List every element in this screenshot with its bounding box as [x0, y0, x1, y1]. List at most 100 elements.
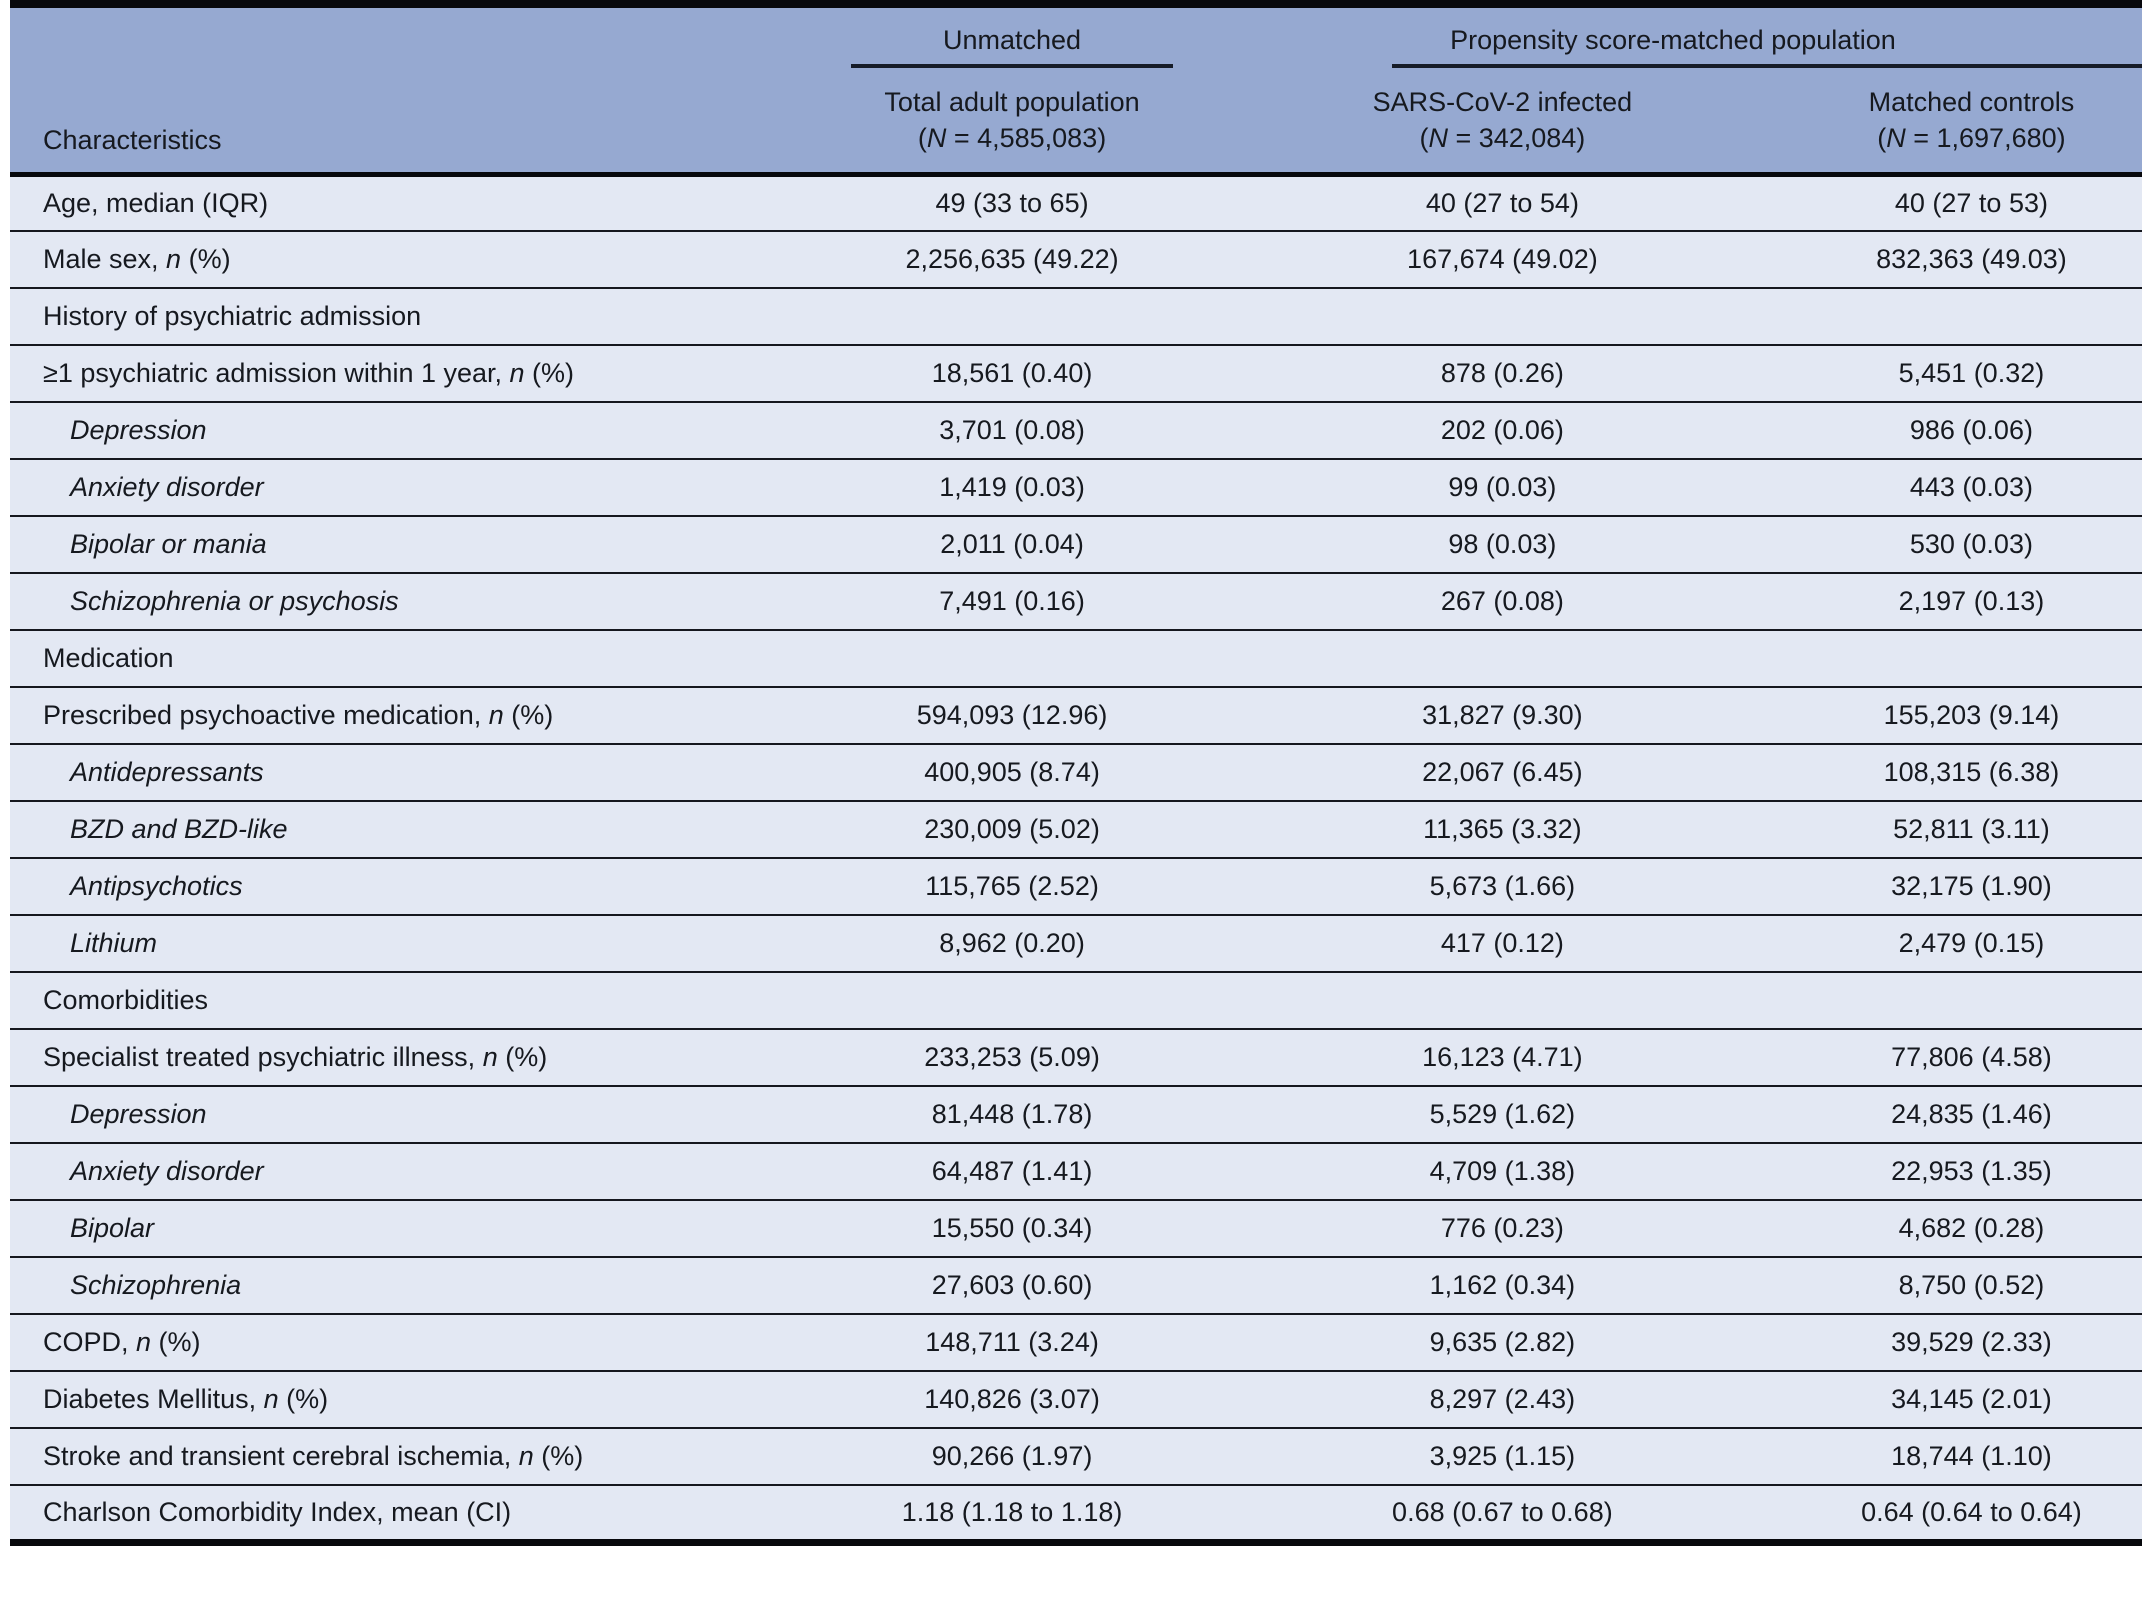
row-label: Prescribed psychoactive medication, n (%…	[10, 686, 821, 744]
spanner-unmatched: Unmatched	[820, 4, 1204, 68]
cell-value: 40 (27 to 54)	[1203, 173, 1801, 231]
cell-value: 90,266 (1.97)	[820, 1427, 1204, 1485]
cell-value: 776 (0.23)	[1203, 1199, 1801, 1257]
table-row: Anxiety disorder 1,419 (0.03) 99 (0.03) 443…	[10, 458, 2142, 516]
cell-value: 2,011 (0.04)	[820, 515, 1204, 573]
cell-value: 77,806 (4.58)	[1800, 1028, 2142, 1086]
row-label: Anxiety disorder	[10, 1142, 821, 1200]
cell-value: 2,479 (0.15)	[1800, 914, 2142, 972]
row-label: Antidepressants	[10, 743, 821, 801]
row-label: ≥1 psychiatric admission within 1 year, …	[10, 344, 821, 402]
section-label: Medication	[10, 629, 821, 687]
row-label: Bipolar or mania	[10, 515, 821, 573]
row-label: Age, median (IQR)	[10, 173, 821, 231]
column-title: Matched controls	[1868, 86, 2075, 117]
column-title: SARS-CoV-2 infected	[1372, 86, 1633, 117]
table-row: Charlson Comorbidity Index, mean (CI) 1.1…	[10, 1484, 2142, 1542]
section-label: Comorbidities	[10, 971, 821, 1029]
cell-value: 5,673 (1.66)	[1203, 857, 1801, 915]
cell-value: 0.64 (0.64 to 0.64)	[1800, 1484, 2142, 1542]
column-n-count: (N = 1,697,680)	[1877, 122, 2066, 153]
cell-value: 27,603 (0.60)	[820, 1256, 1204, 1314]
section-row: History of psychiatric admission	[10, 287, 2142, 345]
cell-value: 594,093 (12.96)	[820, 686, 1204, 744]
cell-value: 40 (27 to 53)	[1800, 173, 2142, 231]
cell-value	[1203, 629, 1801, 687]
cell-value: 31,827 (9.30)	[1203, 686, 1801, 744]
column-header-row: Characteristics Total adult population (…	[10, 68, 2142, 177]
table-row: Depression 81,448 (1.78) 5,529 (1.62) 24,83…	[10, 1085, 2142, 1143]
row-label: Anxiety disorder	[10, 458, 821, 516]
cell-value: 98 (0.03)	[1203, 515, 1801, 573]
cell-value: 108,315 (6.38)	[1800, 743, 2142, 801]
cell-value: 16,123 (4.71)	[1203, 1028, 1801, 1086]
cell-value: 878 (0.26)	[1203, 344, 1801, 402]
spanner-propensity-underline	[1391, 64, 2142, 68]
cell-value	[820, 971, 1204, 1029]
cell-value: 1,162 (0.34)	[1203, 1256, 1801, 1314]
row-label: Stroke and transient cerebral ischemia, …	[10, 1427, 821, 1485]
column-n-count: (N = 4,585,083)	[917, 122, 1107, 153]
cell-value	[1800, 629, 2142, 687]
cell-value: 233,253 (5.09)	[820, 1028, 1204, 1086]
cell-value: 140,826 (3.07)	[820, 1370, 1204, 1428]
table-row: Depression 3,701 (0.08) 202 (0.06) 986 (0.0…	[10, 401, 2142, 459]
cell-value: 15,550 (0.34)	[820, 1199, 1204, 1257]
table-body: Age, median (IQR) 49 (33 to 65) 40 (27 to …	[10, 173, 2142, 1542]
cell-value: 417 (0.12)	[1203, 914, 1801, 972]
column-header-sars-cov-2-infected: SARS-CoV-2 infected (N = 342,084)	[1203, 68, 1801, 177]
column-header-matched-controls: Matched controls (N = 1,697,680)	[1800, 68, 2142, 177]
table-row: Specialist treated psychiatric illness, …	[10, 1028, 2142, 1086]
cell-value: 267 (0.08)	[1203, 572, 1801, 630]
column-n-count: (N = 342,084)	[1419, 122, 1586, 153]
table-row: Schizophrenia 27,603 (0.60) 1,162 (0.34) 8,…	[10, 1256, 2142, 1314]
cell-value: 7,491 (0.16)	[820, 572, 1204, 630]
cell-value: 34,145 (2.01)	[1800, 1370, 2142, 1428]
paper-table-page: Unmatched Propensity score-matched popul…	[10, 0, 2142, 1546]
cell-value	[1203, 287, 1801, 345]
cell-value: 230,009 (5.02)	[820, 800, 1204, 858]
row-label: Antipsychotics	[10, 857, 821, 915]
cell-value	[1800, 287, 2142, 345]
table-row: Male sex, n (%) 2,256,635 (49.22) 167,674 …	[10, 230, 2142, 288]
spanner-propensity-label: Propensity score-matched population	[1450, 25, 1896, 55]
spanner-row: Unmatched Propensity score-matched popul…	[10, 4, 2142, 68]
row-label: Charlson Comorbidity Index, mean (CI)	[10, 1484, 821, 1542]
row-label: Schizophrenia	[10, 1256, 821, 1314]
row-label: Bipolar	[10, 1199, 821, 1257]
cell-value: 5,451 (0.32)	[1800, 344, 2142, 402]
cell-value	[1203, 971, 1801, 1029]
cell-value: 530 (0.03)	[1800, 515, 2142, 573]
cell-value: 167,674 (49.02)	[1203, 230, 1801, 288]
table-row: Bipolar 15,550 (0.34) 776 (0.23) 4,682 (0.2…	[10, 1199, 2142, 1257]
table-row: Age, median (IQR) 49 (33 to 65) 40 (27 to …	[10, 173, 2142, 231]
section-label: History of psychiatric admission	[10, 287, 821, 345]
cell-value: 0.68 (0.67 to 0.68)	[1203, 1484, 1801, 1542]
cell-value: 5,529 (1.62)	[1203, 1085, 1801, 1143]
row-label: COPD, n (%)	[10, 1313, 821, 1371]
table-row: Anxiety disorder 64,487 (1.41) 4,709 (1.38…	[10, 1142, 2142, 1200]
cell-value: 2,256,635 (49.22)	[820, 230, 1204, 288]
cell-value: 11,365 (3.32)	[1203, 800, 1801, 858]
cell-value: 99 (0.03)	[1203, 458, 1801, 516]
cell-value: 81,448 (1.78)	[820, 1085, 1204, 1143]
spanner-unmatched-label: Unmatched	[942, 25, 1082, 55]
characteristics-header: Characteristics	[10, 68, 821, 177]
table-row: Antidepressants 400,905 (8.74) 22,067 (6.4…	[10, 743, 2142, 801]
cell-value: 9,635 (2.82)	[1203, 1313, 1801, 1371]
cell-value	[820, 629, 1204, 687]
cell-value: 115,765 (2.52)	[820, 857, 1204, 915]
spanner-spacer	[10, 4, 821, 68]
row-label: BZD and BZD-like	[10, 800, 821, 858]
cell-value	[820, 287, 1204, 345]
cell-value: 8,962 (0.20)	[820, 914, 1204, 972]
table-row: Bipolar or mania 2,011 (0.04) 98 (0.03) 530…	[10, 515, 2142, 573]
cell-value: 4,709 (1.38)	[1203, 1142, 1801, 1200]
cell-value: 155,203 (9.14)	[1800, 686, 2142, 744]
cell-value: 8,750 (0.52)	[1800, 1256, 2142, 1314]
cell-value: 1,419 (0.03)	[820, 458, 1204, 516]
cell-value: 22,953 (1.35)	[1800, 1142, 2142, 1200]
row-label: Diabetes Mellitus, n (%)	[10, 1370, 821, 1428]
table-row: Prescribed psychoactive medication, n (%…	[10, 686, 2142, 744]
cell-value: 49 (33 to 65)	[820, 173, 1204, 231]
